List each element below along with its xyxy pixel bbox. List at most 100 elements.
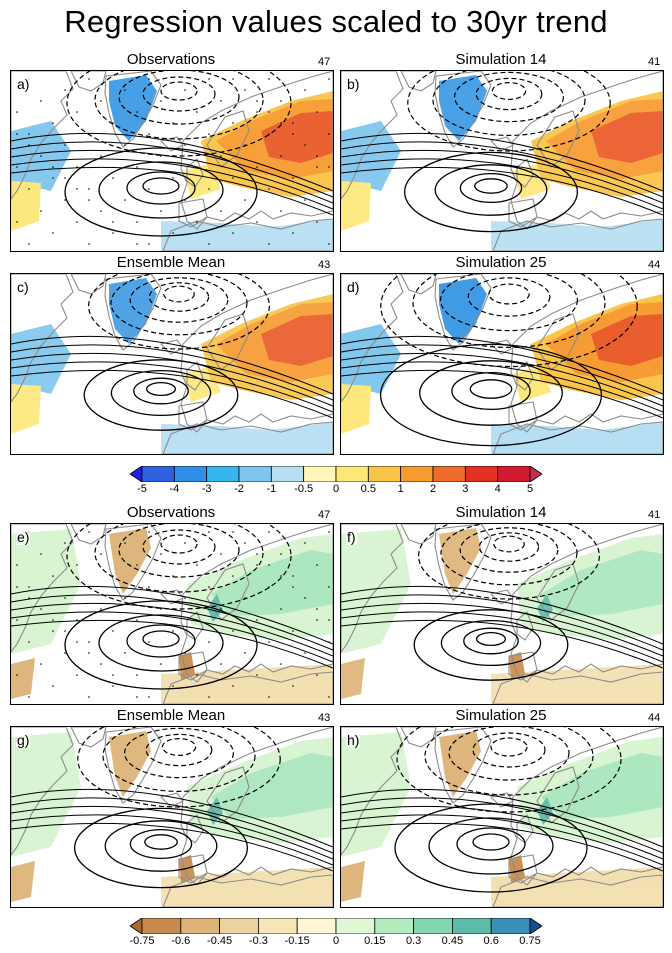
significance-dot bbox=[196, 564, 198, 566]
zonal-contour bbox=[341, 352, 663, 407]
coastline bbox=[508, 854, 538, 884]
coastline bbox=[508, 651, 538, 681]
anomaly-region bbox=[537, 594, 553, 622]
dashed-contour bbox=[163, 285, 195, 303]
significance-dot bbox=[160, 100, 162, 102]
map-panel: h) bbox=[340, 726, 664, 908]
coastline bbox=[70, 71, 107, 92]
significance-dot bbox=[64, 144, 66, 146]
dashed-contour bbox=[467, 277, 551, 317]
panel-count: 43 bbox=[318, 712, 331, 724]
zonal-contour bbox=[11, 352, 333, 407]
coastline-layer bbox=[11, 274, 333, 454]
significance-dot bbox=[76, 188, 78, 190]
significance-dot bbox=[208, 188, 210, 190]
significance-dot bbox=[268, 243, 270, 245]
significance-dot bbox=[328, 243, 330, 245]
significance-dot bbox=[220, 663, 222, 665]
map-svg bbox=[341, 524, 663, 704]
solid-contour bbox=[413, 609, 569, 681]
colorbar-tick-label: -0.15 bbox=[284, 935, 310, 947]
coastline bbox=[206, 313, 250, 371]
solid-contour bbox=[83, 359, 239, 431]
solid-contour bbox=[428, 817, 554, 875]
significance-dot bbox=[88, 531, 90, 533]
significance-dot bbox=[124, 144, 126, 146]
anomaly-layer bbox=[341, 528, 663, 704]
coastline bbox=[434, 71, 492, 148]
zonal-contour bbox=[11, 166, 333, 216]
contour-layer bbox=[341, 727, 663, 893]
dashed-contour bbox=[475, 77, 543, 111]
panel-count: 43 bbox=[318, 259, 331, 271]
anomaly-region bbox=[11, 181, 41, 231]
colorbar-tick-label: -0.45 bbox=[207, 935, 233, 947]
significance-dot bbox=[220, 210, 222, 212]
coastline bbox=[162, 218, 333, 251]
zonal-contour bbox=[341, 158, 663, 210]
panel-count: 41 bbox=[648, 56, 661, 68]
anomaly-region bbox=[439, 731, 481, 797]
colorbar-tick-label: -0.75 bbox=[129, 935, 155, 947]
significance-dot bbox=[184, 144, 186, 146]
significance-dot bbox=[304, 652, 306, 654]
significance-dot bbox=[184, 597, 186, 599]
dashed-contour bbox=[448, 727, 570, 781]
significance-dot bbox=[328, 531, 330, 533]
colorbar-svg bbox=[130, 918, 542, 934]
significance-dot bbox=[304, 597, 306, 599]
significance-dot bbox=[292, 133, 294, 135]
significance-dot bbox=[220, 100, 222, 102]
contour-layer bbox=[11, 71, 333, 237]
significance-dot bbox=[256, 111, 258, 113]
anomaly-layer bbox=[11, 731, 333, 907]
dashed-contour bbox=[440, 524, 578, 586]
significance-dot bbox=[232, 531, 234, 533]
precipitation-colorbar: -0.75 -0.6 -0.45 -0.3 -0.15 0 0.15 0.3 0.45 0.6 0.… bbox=[129, 918, 542, 948]
significance-dot bbox=[304, 542, 306, 544]
solid-contour bbox=[419, 360, 563, 426]
coastline bbox=[508, 401, 538, 431]
significance-dot bbox=[184, 89, 186, 91]
significance-dot bbox=[148, 133, 150, 135]
coastline bbox=[492, 218, 663, 251]
significance-dot bbox=[148, 188, 150, 190]
coastline bbox=[178, 198, 208, 228]
zonal-contour bbox=[11, 619, 333, 669]
dashed-contour bbox=[110, 274, 248, 336]
land-canadaArctic bbox=[401, 524, 436, 544]
zonal-contour bbox=[11, 797, 333, 854]
coastline bbox=[162, 671, 333, 704]
anomaly-region bbox=[341, 658, 365, 699]
significance-dot bbox=[28, 144, 30, 146]
significance-dot bbox=[148, 586, 150, 588]
solid-contour bbox=[142, 630, 180, 648]
coastline bbox=[104, 274, 162, 351]
dashed-contour bbox=[88, 274, 270, 350]
significance-dot bbox=[280, 210, 282, 212]
dashed-contour bbox=[453, 71, 565, 123]
significance-dot bbox=[76, 221, 78, 223]
coastline bbox=[510, 727, 663, 886]
anomaly-region bbox=[261, 111, 333, 163]
significance-dot bbox=[292, 575, 294, 577]
panel-title: Observations bbox=[126, 51, 216, 68]
solid-contour bbox=[475, 631, 507, 647]
significance-dot bbox=[316, 608, 318, 610]
significance-dot bbox=[76, 111, 78, 113]
significance-dot bbox=[280, 553, 282, 555]
contour-layer bbox=[11, 524, 333, 690]
significance-dot bbox=[232, 177, 234, 179]
colorbar-segment bbox=[270, 466, 305, 482]
solid-contour bbox=[145, 381, 177, 397]
dashed-contour bbox=[380, 274, 638, 368]
colorbar-segment bbox=[413, 918, 453, 934]
zonal-contour bbox=[341, 585, 663, 645]
panel-count: 41 bbox=[648, 509, 661, 521]
significance-dot bbox=[148, 243, 150, 245]
land-iberia bbox=[179, 199, 207, 227]
zonal-contour bbox=[341, 166, 663, 216]
significance-dot bbox=[64, 542, 66, 544]
zonal-contour bbox=[341, 361, 663, 413]
significance-dot bbox=[28, 133, 30, 135]
